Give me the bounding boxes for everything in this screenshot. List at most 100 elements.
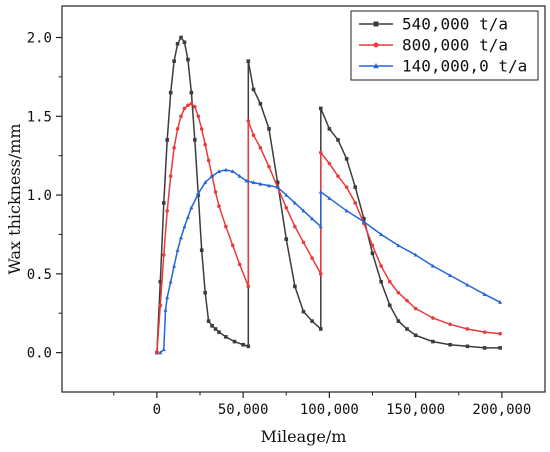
data-point	[353, 201, 358, 205]
axes-layer: 0 50,000 100,000 150,000 200,000 0.0 0.5 1.0 1.5…	[27, 31, 532, 418]
data-point	[196, 114, 201, 119]
data-point	[318, 327, 323, 331]
data-point	[293, 224, 297, 229]
legend-swatch-marker	[373, 21, 379, 27]
data-point	[172, 145, 176, 150]
data-point	[155, 350, 159, 355]
data-point	[448, 273, 453, 278]
data-point	[405, 298, 409, 303]
data-point	[258, 181, 263, 186]
data-point	[431, 316, 435, 320]
y-tick-label: 1.0	[27, 188, 52, 204]
data-point	[165, 138, 170, 142]
data-point	[175, 42, 180, 46]
data-point	[224, 224, 228, 229]
legend-label: 800,000 t/a	[402, 36, 508, 55]
legend-label: 140,000,0 t/a	[402, 57, 527, 76]
series-line	[156, 36, 501, 353]
y-tick-label: 1.5	[27, 109, 52, 125]
data-point	[465, 327, 470, 331]
x-tick-label: 100,000	[300, 402, 359, 418]
data-point	[199, 248, 204, 253]
x-tick-label: 0	[153, 402, 161, 418]
data-point	[448, 342, 452, 347]
legend-swatch-marker	[373, 42, 379, 48]
data-point	[161, 201, 166, 205]
data-point	[344, 157, 349, 161]
data-point	[224, 335, 228, 339]
data-point	[387, 279, 392, 284]
data-point	[196, 191, 201, 196]
y-tick-label: 0.5	[27, 267, 52, 283]
data-point	[163, 307, 168, 312]
data-point	[179, 235, 184, 240]
data-point	[246, 344, 251, 349]
data-point	[370, 251, 375, 256]
data-point	[193, 105, 197, 109]
data-point	[185, 214, 190, 219]
data-point	[370, 243, 375, 248]
data-point	[251, 133, 256, 137]
data-point	[213, 327, 218, 331]
data-point	[327, 161, 332, 166]
data-point	[318, 106, 323, 111]
data-point	[230, 243, 235, 248]
data-point	[189, 90, 194, 95]
data-point	[206, 319, 211, 323]
data-point	[498, 346, 502, 350]
data-point	[362, 216, 366, 221]
data-point	[336, 138, 340, 142]
data-point	[396, 319, 401, 323]
data-point	[318, 224, 323, 229]
data-point	[241, 342, 245, 347]
data-point	[186, 103, 190, 108]
data-point	[246, 119, 251, 123]
data-point	[161, 253, 166, 257]
data-point	[189, 205, 194, 210]
x-axis-title: Mileage/m	[261, 427, 347, 446]
data-point	[182, 224, 187, 229]
data-point	[175, 127, 180, 131]
legend-swatch-marker	[373, 63, 379, 69]
series-2	[155, 101, 502, 355]
data-point	[344, 208, 349, 213]
data-point	[448, 322, 452, 327]
data-point	[301, 240, 306, 245]
data-point	[203, 180, 208, 185]
data-point	[310, 256, 314, 260]
data-point	[293, 284, 297, 289]
data-point	[179, 114, 183, 119]
data-point	[301, 208, 306, 213]
x-tick-label: 200,000	[472, 402, 531, 418]
data-point	[246, 284, 251, 289]
data-point	[327, 127, 332, 131]
data-point	[251, 180, 256, 185]
data-point	[482, 330, 487, 334]
data-point	[284, 237, 289, 241]
data-point	[158, 279, 163, 284]
data-point	[310, 319, 314, 323]
data-point	[193, 138, 197, 142]
data-point	[251, 87, 256, 92]
series-layer	[155, 35, 503, 355]
data-point	[413, 252, 418, 257]
data-point	[318, 150, 323, 155]
legend-item: 800,000 t/a	[359, 36, 508, 55]
data-point	[267, 164, 271, 169]
data-point	[216, 169, 221, 174]
data-point	[158, 350, 163, 355]
data-point	[344, 185, 349, 189]
data-point	[465, 282, 470, 287]
data-point	[186, 57, 190, 62]
data-point	[258, 145, 263, 150]
data-point	[210, 324, 214, 328]
data-point	[246, 59, 251, 63]
data-point	[387, 303, 392, 308]
data-point	[482, 292, 487, 296]
data-point	[237, 262, 242, 267]
data-point	[482, 346, 487, 350]
data-point	[431, 339, 435, 344]
x-tick-label: 150,000	[386, 402, 445, 418]
data-point	[244, 178, 249, 183]
plot-frame	[61, 5, 546, 393]
